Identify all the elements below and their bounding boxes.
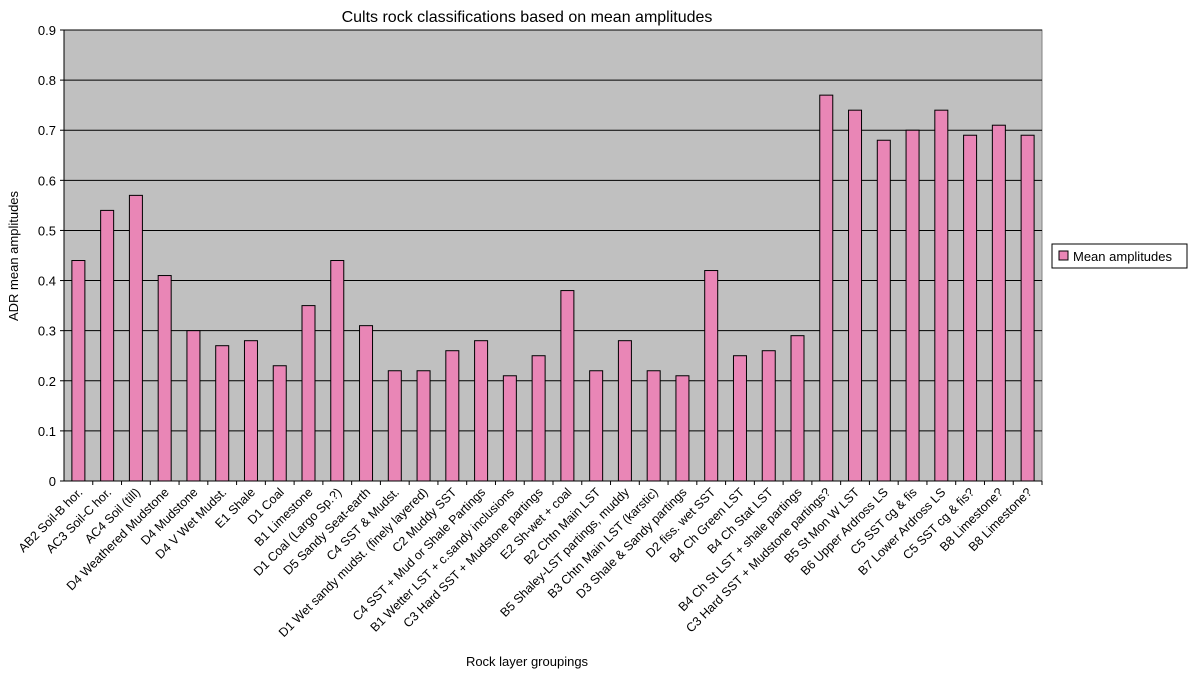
y-tick-label: 0.9 (38, 23, 56, 38)
bar (1020, 134, 1035, 482)
bar (502, 375, 517, 482)
legend-box (1051, 243, 1188, 269)
bar (128, 194, 143, 482)
y-tick-label: 0.7 (38, 123, 56, 138)
bar (675, 375, 690, 482)
bar (617, 340, 632, 482)
y-axis-ticks: 0 0.1 0.2 0.3 0.4 0.5 0.6 0.7 0.8 0.9 (38, 23, 64, 489)
legend: Mean amplitudes (1051, 243, 1188, 269)
bar (876, 139, 891, 482)
x-axis-title: Rock layer groupings (466, 654, 589, 669)
bar (157, 275, 172, 482)
legend-label: Mean amplitudes (1073, 249, 1172, 264)
bar (416, 370, 431, 482)
bar (646, 370, 661, 482)
y-tick-label: 0 (49, 474, 56, 489)
y-tick-label: 0.2 (38, 374, 56, 389)
bar (848, 109, 863, 482)
bar (934, 109, 949, 482)
bar (359, 325, 374, 482)
bar (100, 209, 115, 482)
bar (301, 305, 316, 482)
y-tick-label: 0.5 (38, 223, 56, 238)
bar (71, 260, 86, 482)
y-tick-label: 0.3 (38, 324, 56, 339)
bar (186, 330, 201, 482)
bar (215, 345, 230, 482)
bar (474, 340, 489, 482)
bar (732, 355, 747, 482)
bar (272, 365, 287, 482)
bar (905, 129, 920, 482)
bar (991, 124, 1006, 482)
bar (963, 134, 978, 482)
y-tick-label: 0.1 (38, 424, 56, 439)
bar (243, 340, 258, 482)
bar (560, 290, 575, 482)
plot-area (63, 29, 1043, 482)
legend-swatch (1058, 250, 1069, 261)
bar (589, 370, 604, 482)
bar (531, 355, 546, 482)
y-axis-title: ADR mean amplitudes (6, 190, 21, 321)
bar (790, 335, 805, 482)
bar (330, 260, 345, 482)
chart-title: Cults rock classifications based on mean… (342, 9, 713, 26)
bar (704, 270, 719, 482)
y-tick-label: 0.6 (38, 173, 56, 188)
bar (819, 94, 834, 482)
y-tick-label: 0.8 (38, 73, 56, 88)
bar (761, 350, 776, 482)
bar (445, 350, 460, 482)
bars (71, 94, 1035, 482)
x-axis-category-labels: AB2 Soil-B hor.AC3 Soil-C hor.AC4 Soil (… (16, 481, 1043, 640)
bar (387, 370, 402, 482)
y-tick-label: 0.4 (38, 274, 56, 289)
